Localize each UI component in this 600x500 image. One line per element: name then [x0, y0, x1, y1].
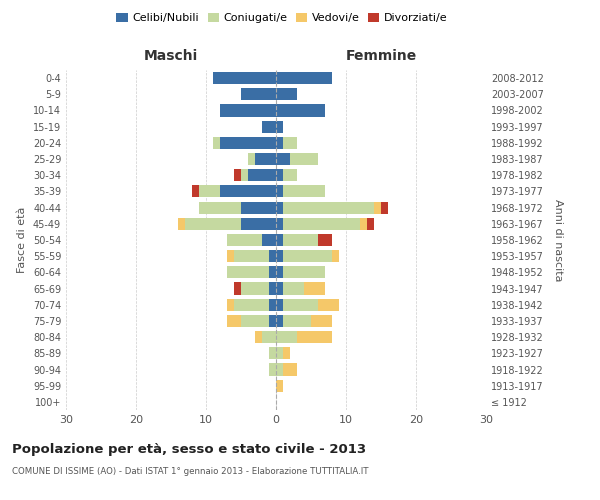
- Bar: [276, 169, 283, 181]
- Bar: [227, 234, 262, 246]
- Bar: [269, 250, 276, 262]
- Bar: [276, 186, 283, 198]
- Bar: [276, 348, 283, 360]
- Bar: [311, 315, 332, 327]
- Bar: [381, 202, 388, 213]
- Bar: [290, 153, 318, 165]
- Bar: [269, 348, 276, 360]
- Bar: [283, 348, 290, 360]
- Bar: [269, 266, 276, 278]
- Bar: [283, 137, 297, 149]
- Bar: [241, 218, 276, 230]
- Bar: [234, 169, 241, 181]
- Bar: [283, 234, 318, 246]
- Bar: [283, 169, 297, 181]
- Bar: [374, 202, 381, 213]
- Legend: Celibi/Nubili, Coniugati/e, Vedovi/e, Divorziati/e: Celibi/Nubili, Coniugati/e, Vedovi/e, Di…: [114, 10, 450, 26]
- Bar: [269, 315, 276, 327]
- Bar: [248, 169, 276, 181]
- Bar: [227, 298, 234, 311]
- Bar: [262, 120, 276, 132]
- Bar: [213, 72, 276, 84]
- Bar: [269, 282, 276, 294]
- Bar: [255, 331, 262, 343]
- Bar: [318, 298, 339, 311]
- Bar: [220, 186, 276, 198]
- Bar: [276, 88, 297, 101]
- Bar: [234, 298, 269, 311]
- Bar: [276, 331, 297, 343]
- Bar: [283, 298, 318, 311]
- Bar: [213, 137, 220, 149]
- Bar: [276, 298, 283, 311]
- Bar: [276, 315, 283, 327]
- Y-axis label: Anni di nascita: Anni di nascita: [553, 198, 563, 281]
- Bar: [276, 364, 283, 376]
- Bar: [276, 120, 283, 132]
- Bar: [283, 250, 332, 262]
- Bar: [304, 282, 325, 294]
- Bar: [192, 186, 199, 198]
- Bar: [234, 282, 241, 294]
- Bar: [283, 202, 374, 213]
- Bar: [241, 202, 276, 213]
- Bar: [276, 380, 283, 392]
- Bar: [269, 364, 276, 376]
- Bar: [367, 218, 374, 230]
- Bar: [276, 250, 283, 262]
- Text: Femmine: Femmine: [346, 49, 416, 63]
- Text: Popolazione per età, sesso e stato civile - 2013: Popolazione per età, sesso e stato civil…: [12, 442, 366, 456]
- Bar: [234, 250, 269, 262]
- Bar: [227, 250, 234, 262]
- Bar: [241, 88, 276, 101]
- Bar: [283, 186, 325, 198]
- Y-axis label: Fasce di età: Fasce di età: [17, 207, 27, 273]
- Text: COMUNE DI ISSIME (AO) - Dati ISTAT 1° gennaio 2013 - Elaborazione TUTTITALIA.IT: COMUNE DI ISSIME (AO) - Dati ISTAT 1° ge…: [12, 468, 368, 476]
- Bar: [262, 331, 276, 343]
- Bar: [178, 218, 185, 230]
- Bar: [332, 250, 339, 262]
- Bar: [241, 315, 269, 327]
- Bar: [199, 186, 220, 198]
- Bar: [283, 364, 297, 376]
- Bar: [276, 282, 283, 294]
- Bar: [297, 331, 332, 343]
- Bar: [241, 282, 269, 294]
- Bar: [220, 137, 276, 149]
- Bar: [283, 315, 311, 327]
- Bar: [276, 137, 283, 149]
- Bar: [276, 72, 332, 84]
- Bar: [360, 218, 367, 230]
- Bar: [227, 266, 269, 278]
- Bar: [318, 234, 332, 246]
- Bar: [248, 153, 255, 165]
- Bar: [241, 169, 248, 181]
- Bar: [283, 266, 325, 278]
- Bar: [227, 315, 241, 327]
- Bar: [199, 202, 241, 213]
- Bar: [276, 104, 325, 117]
- Bar: [185, 218, 241, 230]
- Bar: [262, 234, 276, 246]
- Bar: [283, 282, 304, 294]
- Text: Maschi: Maschi: [144, 49, 198, 63]
- Bar: [276, 266, 283, 278]
- Bar: [276, 234, 283, 246]
- Bar: [283, 218, 360, 230]
- Bar: [276, 153, 290, 165]
- Bar: [276, 218, 283, 230]
- Bar: [255, 153, 276, 165]
- Bar: [276, 202, 283, 213]
- Bar: [269, 298, 276, 311]
- Bar: [220, 104, 276, 117]
